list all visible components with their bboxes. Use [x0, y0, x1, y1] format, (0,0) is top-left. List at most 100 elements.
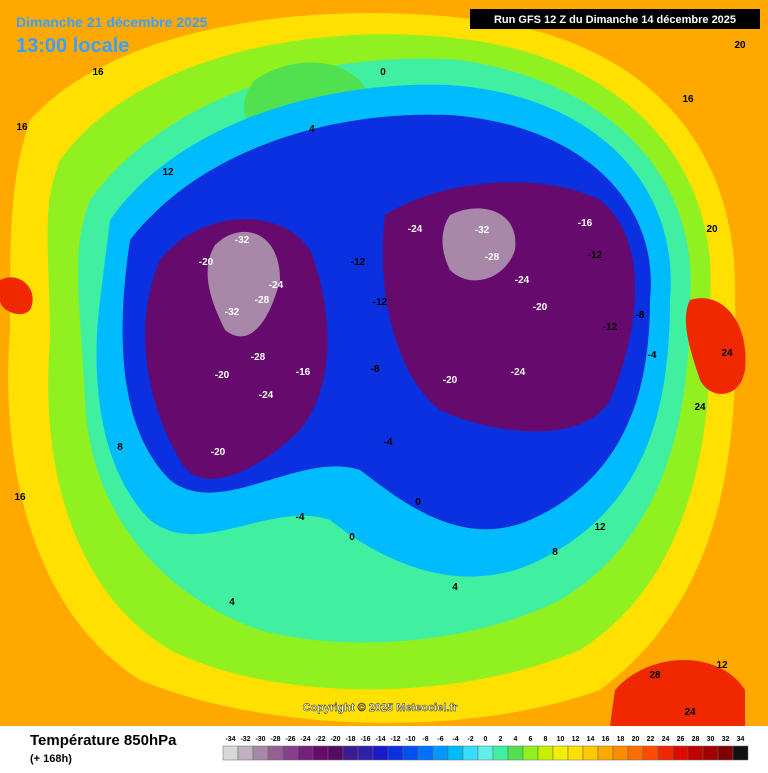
contour-label: 8	[117, 442, 123, 453]
contour-label: 24	[694, 402, 706, 413]
contour-label: -4	[296, 512, 305, 523]
warm-west	[0, 277, 33, 315]
legend-swatch	[672, 745, 689, 761]
legend-swatch	[552, 745, 569, 761]
legend-tick: 18	[617, 736, 625, 743]
legend-tick: -8	[422, 736, 428, 743]
legend-tick: 6	[529, 736, 533, 743]
legend-tick: 30	[707, 736, 715, 743]
contour-label: 16	[92, 67, 104, 78]
contour-label: 24	[684, 707, 696, 718]
legend-swatch	[627, 745, 644, 761]
legend-swatch	[342, 745, 359, 761]
legend-swatch	[477, 745, 494, 761]
legend-title: Température 850hPa	[30, 732, 177, 749]
core-east	[442, 208, 516, 281]
contour-label: 4	[229, 597, 235, 608]
legend-lead: (+ 168h)	[30, 753, 72, 765]
contour-label: -32	[225, 307, 240, 318]
legend-tick: 24	[662, 736, 670, 743]
legend-tick: -28	[270, 736, 280, 743]
legend-tick: -10	[405, 736, 415, 743]
legend-swatch	[372, 745, 389, 761]
legend-tick: -32	[240, 736, 250, 743]
contour-label: -28	[485, 252, 500, 263]
contour-label: 20	[706, 224, 718, 235]
warm-east	[685, 298, 746, 394]
legend-swatch	[252, 745, 269, 761]
contour-label: 16	[14, 492, 26, 503]
contour-label: 0	[415, 497, 421, 508]
legend-tick: 16	[602, 736, 610, 743]
contour-label: -12	[588, 250, 603, 261]
legend-swatch	[732, 745, 749, 761]
legend-swatch	[567, 745, 584, 761]
legend-swatch	[522, 745, 539, 761]
legend-swatch	[657, 745, 674, 761]
contour-label: 12	[594, 522, 606, 533]
legend-swatch	[702, 745, 719, 761]
contour-label: -4	[648, 350, 657, 361]
contour-label: 20	[734, 40, 746, 51]
contour-label: -28	[255, 295, 270, 306]
legend-tick: 4	[514, 736, 518, 743]
legend-swatch	[537, 745, 554, 761]
contour-label: 28	[649, 670, 661, 681]
run-box	[470, 9, 760, 29]
warm-south	[610, 660, 745, 726]
legend-swatch	[237, 745, 254, 761]
legend-tick: -12	[390, 736, 400, 743]
valid-date: Dimanche 21 décembre 2025	[16, 14, 208, 30]
legend-swatch	[507, 745, 524, 761]
run-info: Run GFS 12 Z du Dimanche 14 décembre 202…	[494, 14, 736, 26]
contour-label: -12	[603, 322, 618, 333]
legend-tick: 10	[557, 736, 565, 743]
legend-tick: 28	[692, 736, 700, 743]
legend-swatch	[222, 745, 239, 761]
legend-tick: -2	[467, 736, 473, 743]
contour-label: -32	[475, 225, 490, 236]
legend-tick: -16	[360, 736, 370, 743]
contour-label: -12	[351, 257, 366, 268]
legend-swatch	[687, 745, 704, 761]
legend-tick: 12	[572, 736, 580, 743]
contour-label: -24	[269, 280, 284, 291]
legend-tick: -30	[255, 736, 265, 743]
contour-label: 0	[380, 67, 386, 78]
legend-swatch	[717, 745, 734, 761]
legend-swatch	[402, 745, 419, 761]
legend-tick: 34	[737, 736, 745, 743]
legend-swatch	[417, 745, 434, 761]
legend-swatch	[642, 745, 659, 761]
contour-label: -4	[384, 437, 393, 448]
legend-swatch	[582, 745, 599, 761]
core-west	[207, 231, 280, 337]
legend-tick: 20	[632, 736, 640, 743]
legend-swatch	[597, 745, 614, 761]
legend-swatch	[432, 745, 449, 761]
contour-label: 16	[682, 94, 694, 105]
contour-label: -8	[636, 310, 645, 321]
legend-swatch	[267, 745, 284, 761]
contour-label: -20	[215, 370, 230, 381]
legend-tick: -14	[375, 736, 385, 743]
legend-tick: -34	[225, 736, 235, 743]
legend-swatch	[387, 745, 404, 761]
copyright: Copyright © 2025 Meteociel.fr	[303, 702, 459, 714]
contour-label: 4	[452, 582, 458, 593]
legend-tick: 22	[647, 736, 655, 743]
legend-tick: 32	[722, 736, 730, 743]
legend-tick: 26	[677, 736, 685, 743]
contour-label: -20	[533, 302, 548, 313]
contour-label: 8	[552, 547, 558, 558]
legend-tick: -24	[300, 736, 310, 743]
legend-swatch	[297, 745, 314, 761]
legend-swatch	[282, 745, 299, 761]
legend-swatch	[312, 745, 329, 761]
contour-label: -20	[443, 375, 458, 386]
legend-tick: -6	[437, 736, 443, 743]
contour-label: -24	[408, 224, 423, 235]
contour-label: 12	[162, 167, 174, 178]
legend-swatch	[327, 745, 344, 761]
